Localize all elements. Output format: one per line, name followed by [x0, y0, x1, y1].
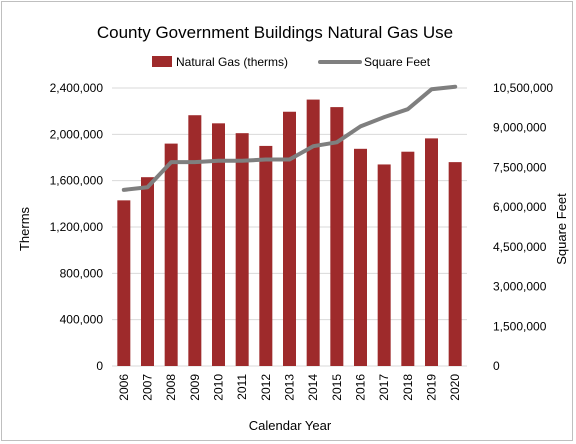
y2-axis-title: Square Feet	[554, 193, 569, 265]
x-tick-label: 2015	[330, 374, 344, 401]
bar-2016	[354, 148, 367, 366]
x-tick-label: 2019	[425, 374, 439, 401]
y2-tick-label: 7,500,000	[493, 160, 547, 174]
x-tick-label: 2014	[306, 374, 320, 401]
bar-2006	[117, 200, 131, 366]
x-axis-ticks: 2006 2007 2008 2009 2010 2011 2012 2013 2014 2015…	[117, 374, 462, 401]
y2-tick-label: 3,000,000	[493, 280, 547, 294]
y-tick-label: 1,200,000	[50, 220, 104, 234]
x-tick-label: 2012	[259, 374, 273, 401]
legend-label-square-feet: Square Feet	[364, 55, 431, 69]
bar-2011	[235, 133, 249, 366]
bar-2020	[448, 162, 462, 366]
legend-label-natural-gas: Natural Gas (therms)	[176, 55, 288, 69]
x-tick-label: 2009	[188, 374, 202, 401]
x-tick-label: 2008	[164, 374, 178, 401]
x-tick-label: 2011	[235, 374, 249, 400]
bar-2010	[212, 123, 225, 367]
bar-2013	[283, 111, 296, 366]
bar-2009	[188, 115, 202, 367]
bar-2012	[259, 145, 273, 366]
x-tick-label: 2018	[401, 374, 415, 401]
x-axis-title: Calendar Year	[249, 418, 332, 433]
x-tick-label: 2016	[354, 374, 368, 401]
bar-2007	[141, 177, 154, 366]
y-tick-label: 1,600,000	[50, 174, 104, 188]
bar-2014	[306, 99, 320, 366]
legend-swatch-natural-gas	[152, 56, 172, 67]
x-tick-label: 2017	[377, 374, 391, 401]
bars	[117, 99, 462, 367]
y-tick-label: 2,400,000	[50, 81, 104, 95]
y-tick-label: 800,000	[60, 266, 104, 280]
y-tick-label: 400,000	[60, 313, 104, 327]
y2-tick-label: 6,000,000	[493, 200, 547, 214]
y-tick-label: 0	[96, 359, 103, 373]
bar-2015	[330, 107, 344, 367]
y-axis-title: Therms	[17, 206, 32, 251]
bar-2017	[377, 164, 391, 366]
x-tick-label: 2010	[212, 374, 226, 401]
x-tick-label: 2020	[448, 374, 462, 401]
y2-tick-label: 4,500,000	[493, 240, 547, 254]
x-tick-label: 2006	[117, 374, 131, 401]
y2-tick-label: 0	[493, 359, 500, 373]
y2-axis-ticks: 0 1,500,000 3,000,000 4,500,000 6,000,000 7,5…	[493, 81, 553, 373]
x-tick-label: 2013	[283, 374, 297, 401]
square-feet-line	[121, 84, 458, 192]
y2-tick-label: 10,500,000	[493, 81, 553, 95]
y2-tick-label: 9,000,000	[493, 121, 547, 135]
bar-2019	[425, 138, 438, 366]
y-axis-ticks: 0 400,000 800,000 1,200,000 1,600,000 2,000,0…	[50, 81, 104, 373]
legend: Natural Gas (therms) Square Feet	[152, 55, 431, 69]
chart-title: County Government Buildings Natural Gas …	[97, 23, 453, 42]
x-tick-label: 2007	[141, 374, 155, 401]
bar-2008	[164, 143, 178, 366]
bar-2018	[401, 151, 415, 366]
y-tick-label: 2,000,000	[50, 127, 104, 141]
y2-tick-label: 1,500,000	[493, 319, 547, 333]
